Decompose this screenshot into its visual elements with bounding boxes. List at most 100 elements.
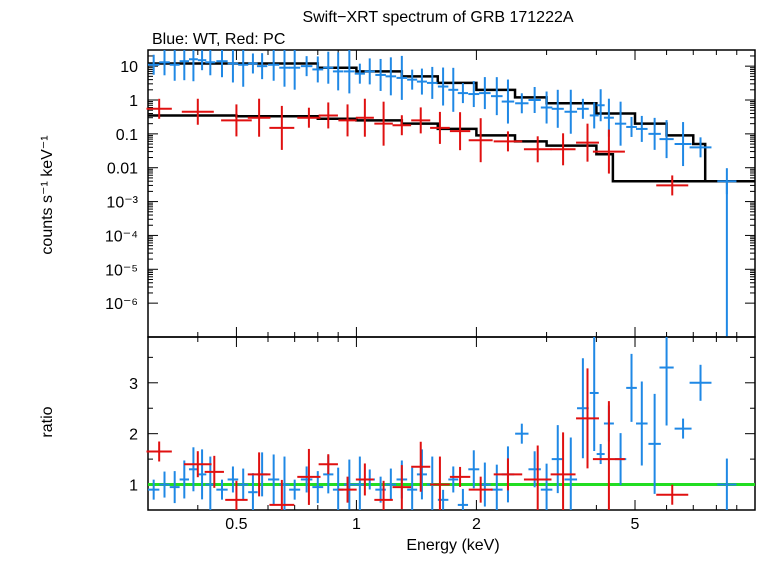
wt-spectrum-point <box>179 50 189 81</box>
wt-spectrum-point <box>407 69 418 90</box>
wt-spectrum-point <box>626 116 637 137</box>
pc-ratio-point <box>576 368 599 469</box>
wt-spectrum-point <box>268 50 280 81</box>
wt-ratio-point <box>407 467 418 510</box>
ratio-tick-label: 3 <box>129 376 138 393</box>
wt-spectrum-point <box>437 67 449 106</box>
wt-ratio-point <box>659 337 674 426</box>
wt-spectrum-point <box>614 101 627 146</box>
wt-spectrum-point <box>564 89 578 134</box>
y-axis-label-bottom: ratio <box>39 406 56 437</box>
wt-ratio-point <box>491 464 503 510</box>
pc-spectrum-point <box>247 98 271 137</box>
y-tick-label: 10⁻⁴ <box>105 228 138 245</box>
pc-spectrum-point <box>656 175 689 196</box>
wt-spectrum-point <box>354 63 365 84</box>
wt-ratio-point <box>689 364 712 401</box>
y-tick-label: 10⁻⁶ <box>105 296 138 313</box>
pc-spectrum-point <box>392 115 412 136</box>
y-tick-label: 10⁻⁵ <box>105 262 138 279</box>
x-axis-label: Energy (keV) <box>406 537 499 554</box>
wt-spectrum-point <box>589 102 599 129</box>
pc-spectrum-point <box>297 107 321 128</box>
wt-ratio-point <box>216 479 228 500</box>
wt-spectrum-point <box>426 66 438 99</box>
wt-spectrum-point <box>396 55 408 100</box>
pc-spectrum-point <box>146 98 172 119</box>
wt-ratio-point <box>674 418 692 439</box>
wt-spectrum-point <box>289 50 301 90</box>
wt-spectrum-point <box>457 83 469 104</box>
y-tick-label: 0.1 <box>116 127 138 144</box>
wt-ratio-point <box>312 471 324 504</box>
pc-ratio-point <box>269 479 295 510</box>
y-axis-label-top: counts s⁻¹ keV⁻¹ <box>39 135 56 254</box>
pc-ratio-point <box>247 452 271 497</box>
wt-spectrum-point <box>540 91 553 124</box>
wt-ratio-point <box>343 459 355 510</box>
wt-ratio-point <box>551 425 564 494</box>
wt-spectrum-point <box>385 57 397 96</box>
wt-spectrum-point <box>205 50 216 76</box>
wt-spectrum-point <box>256 53 268 80</box>
pc-spectrum-point <box>181 98 214 125</box>
x-tick-label: 5 <box>631 516 640 533</box>
pc-spectrum-point <box>449 112 471 151</box>
wt-spectrum-point <box>577 98 589 119</box>
wt-ratio-point <box>515 423 529 444</box>
x-tick-label: 1 <box>352 516 361 533</box>
pc-ratio-point <box>550 432 576 510</box>
pc-ratio-point <box>411 441 431 492</box>
pc-spectrum-point <box>576 123 599 162</box>
lower-frame <box>147 336 756 511</box>
pc-ratio-point <box>355 463 374 496</box>
wt-spectrum-point <box>169 50 180 81</box>
pc-ratio-point <box>592 401 625 510</box>
wt-ratio-point <box>300 466 313 493</box>
wt-ratio-point <box>188 447 198 492</box>
wt-spectrum-point <box>227 50 239 83</box>
pc-spectrum-point <box>550 133 576 166</box>
pc-ratio-point <box>146 441 172 462</box>
wt-spectrum-point <box>636 115 648 142</box>
pc-ratio-point <box>392 465 412 510</box>
pc-ratio-point <box>318 454 338 475</box>
wt-spectrum-point <box>332 52 344 91</box>
wt-ratio-point <box>589 337 599 451</box>
upper-frame <box>147 49 756 338</box>
wt-spectrum-point <box>300 56 313 77</box>
pc-spectrum-point <box>523 136 552 163</box>
wt-ratio-point <box>648 393 661 494</box>
pc-ratio-point <box>449 466 471 487</box>
model-line-wt <box>148 62 755 183</box>
pc-ratio-point <box>468 476 493 503</box>
wt-spectrum-point <box>216 50 228 78</box>
wt-spectrum-point <box>596 89 605 122</box>
wt-ratio-point <box>169 471 180 504</box>
lower-panel: 0.5 1 2 5 3 2 1 <box>129 336 756 533</box>
wt-spectrum-point <box>375 58 386 91</box>
pc-ratio-point <box>493 458 523 491</box>
wt-ratio-point <box>268 454 280 505</box>
ratio-tick-label: 1 <box>129 478 138 495</box>
pc-spectrum-point <box>374 101 393 146</box>
wt-ratio-point <box>457 488 469 510</box>
pc-ratio-point <box>430 456 450 510</box>
pc-ratio-point <box>225 480 248 510</box>
wt-ratio-point <box>179 460 189 499</box>
wt-ratio-point <box>159 471 170 498</box>
wt-spectrum-point <box>323 51 334 84</box>
wt-spectrum-point <box>448 67 459 112</box>
pc-spectrum-point <box>468 118 493 163</box>
wt-spectrum-point <box>159 50 170 76</box>
wt-ratio-point <box>385 468 397 501</box>
pc-spectrum-point <box>411 107 431 134</box>
wt-spectrum-point <box>648 117 661 150</box>
wt-spectrum-point <box>468 81 480 108</box>
x-tick-label: 0.5 <box>225 516 247 533</box>
wt-spectrum-point <box>343 50 355 94</box>
model-line-pc <box>148 114 755 183</box>
wt-ratio-point <box>528 451 541 488</box>
wt-ratio-point <box>468 450 480 489</box>
